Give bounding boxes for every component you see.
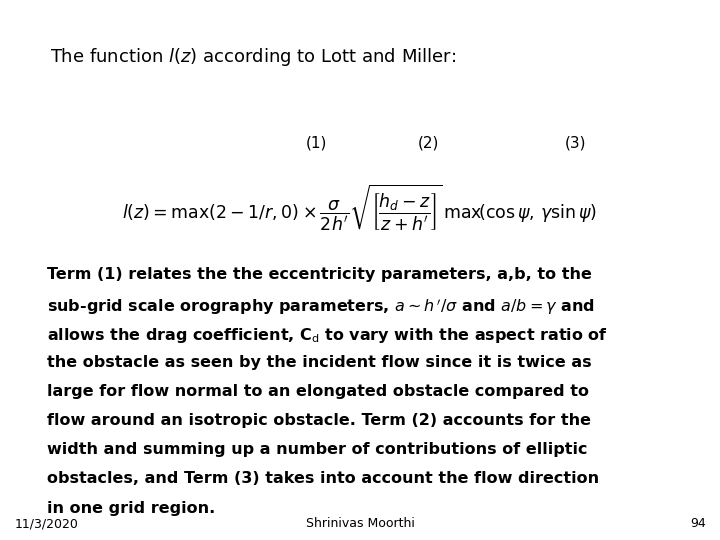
Text: Shrinivas Moorthi: Shrinivas Moorthi	[305, 517, 415, 530]
Text: large for flow normal to an elongated obstacle compared to: large for flow normal to an elongated ob…	[47, 384, 589, 399]
Text: width and summing up a number of contributions of elliptic: width and summing up a number of contrib…	[47, 442, 588, 457]
Text: in one grid region.: in one grid region.	[47, 501, 215, 516]
Text: sub-grid scale orography parameters, $a \sim h\,'/\sigma$ and $a/b = \gamma$ and: sub-grid scale orography parameters, $a …	[47, 296, 595, 317]
Text: $l(z) = \mathrm{max}\left(2-1/r,0\right)\times\dfrac{\sigma}{2h'}\sqrt{\left[\df: $l(z) = \mathrm{max}\left(2-1/r,0\right)…	[122, 183, 598, 233]
Text: allows the drag coefficient, C$_{\mathrm{d}}$ to vary with the aspect ratio of: allows the drag coefficient, C$_{\mathrm…	[47, 326, 608, 345]
Text: (3): (3)	[565, 136, 587, 151]
Text: The function $\mathit{l(z)}$ according to Lott and Miller:: The function $\mathit{l(z)}$ according t…	[50, 46, 456, 68]
Text: Term (1) relates the the eccentricity parameters, a,b, to the: Term (1) relates the the eccentricity pa…	[47, 267, 592, 282]
Text: 11/3/2020: 11/3/2020	[14, 517, 78, 530]
Text: 94: 94	[690, 517, 706, 530]
Text: obstacles, and Term (3) takes into account the flow direction: obstacles, and Term (3) takes into accou…	[47, 471, 599, 487]
Text: the obstacle as seen by the incident flow since it is twice as: the obstacle as seen by the incident flo…	[47, 355, 591, 370]
Text: (1): (1)	[306, 136, 328, 151]
Text: (2): (2)	[418, 136, 439, 151]
Text: flow around an isotropic obstacle. Term (2) accounts for the: flow around an isotropic obstacle. Term …	[47, 413, 591, 428]
